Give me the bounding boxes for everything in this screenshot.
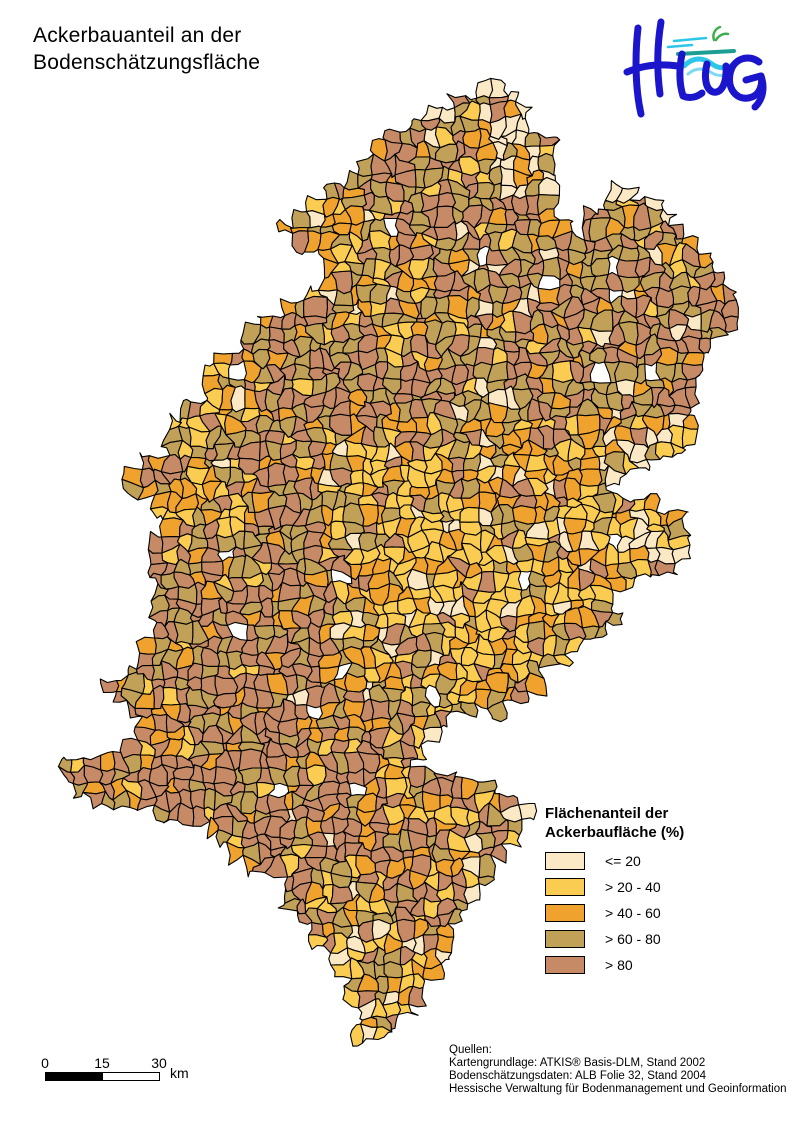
legend-swatch [545,956,585,974]
sources-block: Quellen: Kartengrundlage: ATKIS® Basis-D… [449,1044,787,1096]
page-title-line1: Ackerbauanteil an der [33,24,242,47]
legend-item: > 80 [545,956,780,974]
page-title-line2: Bodenschätzungsfläche [33,51,261,74]
logo-lettering [623,18,767,118]
legend-item: > 40 - 60 [545,904,780,922]
scale-tick-15: 15 [94,1055,110,1071]
legend-swatch [545,904,585,922]
hlug-logo [622,14,772,126]
scale-bar-filled-half [46,1073,103,1080]
logo-speedlines-icon [666,36,708,49]
source-line-4: Hessische Verwaltung für Bodenmanagement… [449,1083,787,1095]
legend-label: > 60 - 80 [605,931,661,947]
municipality-cells [57,77,739,1047]
logo-sprout-icon [712,25,730,42]
scale-bar: 0 15 30 km [40,1055,210,1087]
scale-tick-0: 0 [41,1055,49,1071]
scale-tick-30: 30 [151,1055,167,1071]
legend-swatch [545,930,585,948]
source-line-2: Kartengrundlage: ATKIS® Basis-DLM, Stand… [449,1057,706,1069]
logo-bar-icon [676,49,736,56]
legend-item: > 20 - 40 [545,878,780,896]
page-title: Ackerbauanteil an der Bodenschätzungsflä… [33,22,260,76]
scale-unit-label: km [170,1065,189,1081]
scale-bar-rect [45,1072,160,1081]
legend-item: > 60 - 80 [545,930,780,948]
legend-title: Flächenanteil der Ackerbaufläche (%) [545,804,780,842]
legend-title-line1: Flächenanteil der [545,805,669,822]
legend-label: > 80 [605,957,633,973]
source-line-1: Quellen: [449,1044,492,1056]
legend-label: <= 20 [605,853,641,869]
legend-label: > 20 - 40 [605,879,661,895]
legend-title-line2: Ackerbaufläche (%) [545,824,685,841]
legend-swatch [545,852,585,870]
legend-item: <= 20 [545,852,780,870]
legend-swatch [545,878,585,896]
map-legend: Flächenanteil der Ackerbaufläche (%) <= … [545,804,780,982]
source-line-3: Bodenschätzungsdaten: ALB Folie 32, Stan… [449,1070,707,1082]
legend-label: > 40 - 60 [605,905,661,921]
